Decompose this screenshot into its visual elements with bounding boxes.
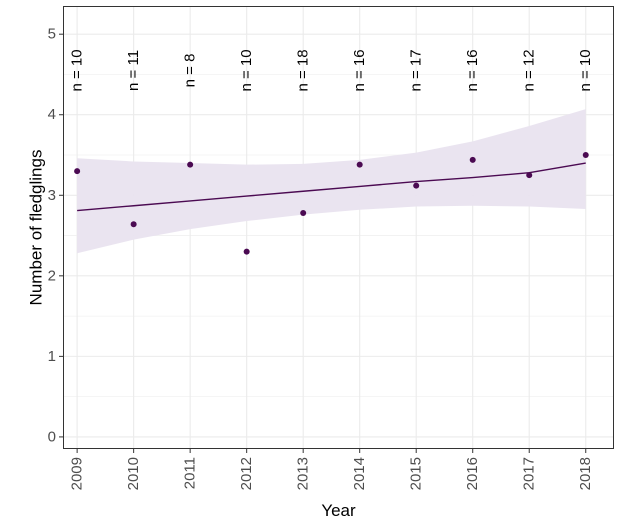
x-axis-ticks: 2009 2010 2011 2012 2013 2014 2015 2016 2017 2018	[69, 449, 594, 490]
data-point	[582, 152, 589, 159]
x-tick-label: 2010	[125, 457, 142, 490]
sample-size-label: n = 8	[182, 54, 199, 88]
sample-size-label: n = 12	[521, 49, 538, 91]
data-point	[526, 172, 533, 179]
data-point	[187, 161, 194, 168]
sample-size-label: n = 10	[238, 49, 255, 91]
trend-line	[77, 162, 586, 212]
x-tick-label: 2018	[577, 457, 594, 490]
sample-size-label: n = 11	[125, 50, 142, 91]
y-tick-label: 5	[48, 26, 56, 43]
x-tick-label: 2009	[69, 457, 86, 490]
data-point	[413, 182, 420, 189]
data-point	[469, 156, 476, 163]
data-point	[356, 161, 363, 168]
data-point	[243, 248, 250, 255]
sample-size-label: n = 16	[464, 49, 481, 91]
data-point	[130, 221, 137, 228]
y-tick-label: 4	[48, 106, 56, 123]
y-tick-label: 3	[48, 187, 56, 204]
sample-size-label: n = 10	[577, 49, 594, 91]
y-tick-label: 1	[48, 348, 56, 365]
x-tick-label: 2016	[464, 457, 481, 490]
x-tick-label: 2017	[521, 457, 538, 490]
x-axis-title: Year	[321, 501, 356, 520]
sample-size-label: n = 16	[351, 49, 368, 91]
data-points	[74, 152, 589, 255]
plot-frame	[63, 6, 614, 449]
y-axis-ticks: 0 1 2 3 4 5	[48, 26, 63, 445]
sample-size-label: n = 17	[408, 49, 425, 91]
data-point	[74, 168, 81, 175]
confidence-ribbon	[77, 109, 586, 254]
sample-size-labels: n = 10 n = 11 n = 8 n = 10 n = 18 n = 16 n = 1…	[69, 49, 595, 91]
y-tick-label: 2	[48, 267, 56, 284]
x-tick-label: 2014	[351, 457, 368, 490]
x-tick-label: 2012	[238, 457, 255, 490]
y-tick-label: 0	[48, 428, 56, 445]
x-tick-label: 2015	[408, 457, 425, 490]
y-axis-title: Number of fledglings	[27, 150, 46, 306]
x-tick-label: 2011	[182, 457, 199, 489]
data-point	[300, 210, 307, 217]
sample-size-label: n = 18	[295, 49, 312, 91]
x-tick-label: 2013	[295, 457, 312, 490]
sample-size-label: n = 10	[69, 49, 86, 91]
